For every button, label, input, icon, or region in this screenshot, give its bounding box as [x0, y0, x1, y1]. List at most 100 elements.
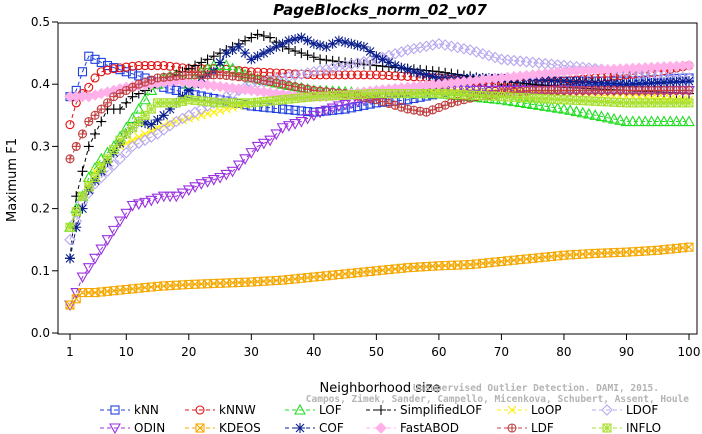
point-knnw-5 — [90, 73, 100, 83]
point-knnw-40 — [309, 70, 319, 80]
legend-item-simplifiedlof: SimplifiedLOF — [366, 403, 482, 417]
point-simplifiedlof-21 — [190, 60, 201, 71]
point-inflo-33 — [265, 96, 275, 106]
point-cof-1 — [65, 253, 75, 264]
point-cof-53 — [390, 60, 401, 71]
x-tick-label-4: 40 — [306, 345, 321, 359]
point-cof-14 — [146, 119, 157, 130]
point-loop-17 — [165, 119, 175, 128]
series-layer — [64, 29, 695, 312]
point-cof-38 — [296, 32, 307, 43]
point-loop-22 — [196, 110, 206, 120]
point-knn-6 — [96, 57, 106, 67]
point-cof-45 — [340, 37, 351, 48]
point-fastabod-100 — [683, 59, 695, 72]
point-cof-48 — [358, 41, 369, 52]
point-cof-27 — [227, 44, 238, 55]
legend-marker-ldof — [601, 404, 613, 416]
point-odin-30 — [245, 148, 258, 159]
point-lof-89 — [614, 114, 627, 125]
point-odin-13 — [139, 197, 151, 209]
point-cof-41 — [315, 40, 326, 51]
point-lof-26 — [220, 59, 233, 71]
legend: kNN kNNW LOF SimplifiedLOF LoOP LDOF ODIN KDEOS… — [100, 403, 661, 434]
point-knnw-36 — [284, 69, 294, 79]
point-inflo-12 — [134, 116, 144, 127]
point-cof-56 — [408, 66, 419, 77]
point-odin-22 — [195, 179, 208, 190]
point-ldof-63 — [451, 41, 464, 54]
point-inflo-2 — [71, 207, 81, 217]
plot-frame — [57, 22, 698, 335]
point-odin-25 — [214, 172, 226, 184]
point-lof-81 — [564, 104, 577, 115]
point-odin-32 — [257, 138, 270, 150]
point-lof-100 — [683, 115, 695, 127]
point-simplifiedlof-40 — [308, 52, 319, 63]
legend-item-kdeos: KDEOS — [185, 421, 261, 434]
point-odin-37 — [289, 119, 302, 130]
point-cof-90 — [621, 79, 632, 90]
point-odin-14 — [145, 195, 158, 207]
point-inflo-6 — [96, 163, 106, 173]
legend-marker-ldf — [507, 423, 517, 433]
point-cof-47 — [352, 40, 363, 51]
point-knnw-9 — [115, 63, 125, 73]
point-ldof-38 — [295, 68, 308, 81]
point-cof-26 — [221, 48, 232, 59]
legend-item-cof: COF — [285, 421, 344, 434]
point-cof-20 — [183, 85, 194, 96]
point-knnw-1 — [65, 120, 75, 130]
point-lof-78 — [545, 101, 558, 112]
point-ldof-68 — [483, 49, 495, 62]
x-tick-label-8: 80 — [556, 345, 571, 359]
point-simplifiedlof-41 — [315, 54, 326, 65]
legend-marker-loop — [507, 405, 517, 415]
series-inflo — [65, 88, 694, 232]
point-knnw-7 — [102, 65, 113, 75]
point-cof-78 — [546, 75, 557, 86]
point-cof-2 — [71, 222, 82, 233]
point-lof-86 — [595, 110, 608, 122]
point-lof-90 — [620, 115, 633, 127]
point-ldf-4 — [84, 116, 94, 127]
x-tick-label-7: 70 — [494, 345, 509, 359]
point-cof-17 — [165, 104, 176, 115]
legend-item-lof: LOF — [285, 403, 342, 417]
point-cof-51 — [377, 54, 388, 65]
point-ldof-9 — [114, 153, 126, 165]
point-lof-75 — [526, 98, 539, 109]
point-cof-3 — [77, 203, 88, 214]
legend-label-kdeos: KDEOS — [219, 421, 261, 434]
point-knnw-11 — [127, 61, 138, 71]
point-ldof-10 — [120, 146, 133, 159]
point-odin-18 — [170, 191, 183, 203]
point-simplifiedlof-48 — [358, 59, 369, 70]
point-lof-12 — [132, 102, 145, 114]
point-ldf-10 — [121, 85, 131, 95]
legend-marker-inflo — [602, 423, 612, 433]
point-simplifiedlof-10 — [121, 97, 132, 108]
series-simplifiedlof — [65, 29, 694, 264]
point-knn-35 — [278, 104, 288, 114]
legend-item-knnw: kNNW — [185, 403, 256, 417]
point-ldf-27 — [228, 71, 238, 81]
point-cof-96 — [658, 77, 669, 88]
point-ldof-56 — [408, 42, 420, 55]
point-cof-88 — [608, 78, 619, 89]
point-knnw-51 — [378, 70, 388, 80]
point-cof-98 — [671, 76, 682, 87]
point-ldof-37 — [289, 69, 301, 82]
point-knnw-38 — [296, 69, 306, 79]
point-knnw-16 — [159, 60, 169, 71]
point-ldof-46 — [345, 58, 358, 71]
point-lof-99 — [676, 115, 689, 127]
point-odin-9 — [114, 216, 126, 228]
x-tick-label-1: 10 — [119, 345, 134, 359]
point-odin-12 — [132, 199, 145, 211]
y-axis: 0.0 0.1 0.2 0.3 0.4 0.5 — [31, 15, 58, 340]
point-lof-98 — [670, 115, 683, 127]
point-odin-43 — [326, 103, 339, 115]
watermark-line-2: Campos, Zimek, Sander, Campello, Micenko… — [306, 394, 689, 405]
point-inflo-22 — [196, 96, 206, 106]
